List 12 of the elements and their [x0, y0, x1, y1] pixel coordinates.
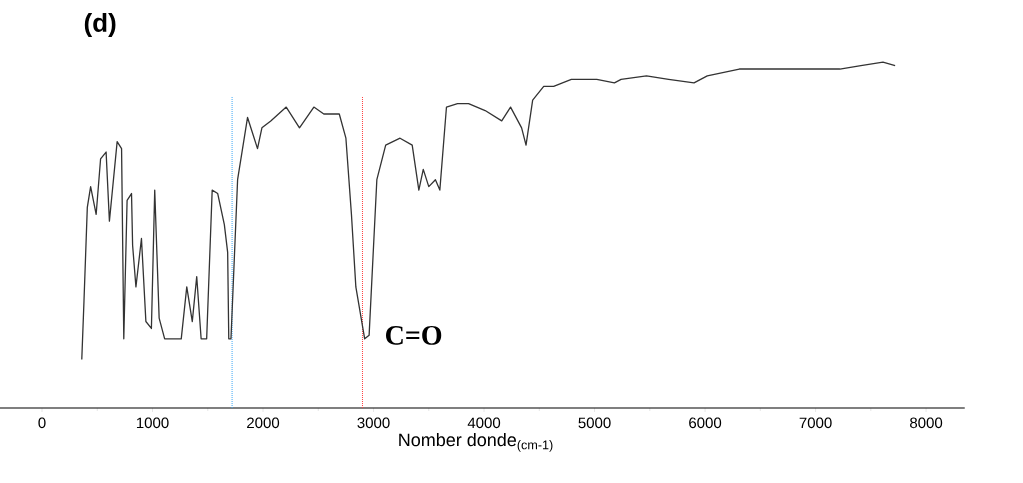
x-tick-label: 7000	[799, 417, 832, 429]
x-tick-label: 2000	[247, 417, 280, 429]
x-tick-label: 0	[38, 417, 46, 429]
x-tick-label: 1000	[136, 417, 169, 429]
chart-title: (d)	[84, 12, 116, 38]
x-axis-title: Nomber donde$_{(cm-1)}$	[399, 433, 553, 452]
x-tick-label: 3000	[357, 417, 390, 429]
x-tick-label: 6000	[689, 417, 722, 429]
annotation: C=O	[386, 325, 442, 345]
x-tick-label: 4000	[467, 417, 501, 429]
x-tick-label: 8000	[910, 417, 943, 429]
x-tick-label: 5000	[578, 417, 611, 429]
